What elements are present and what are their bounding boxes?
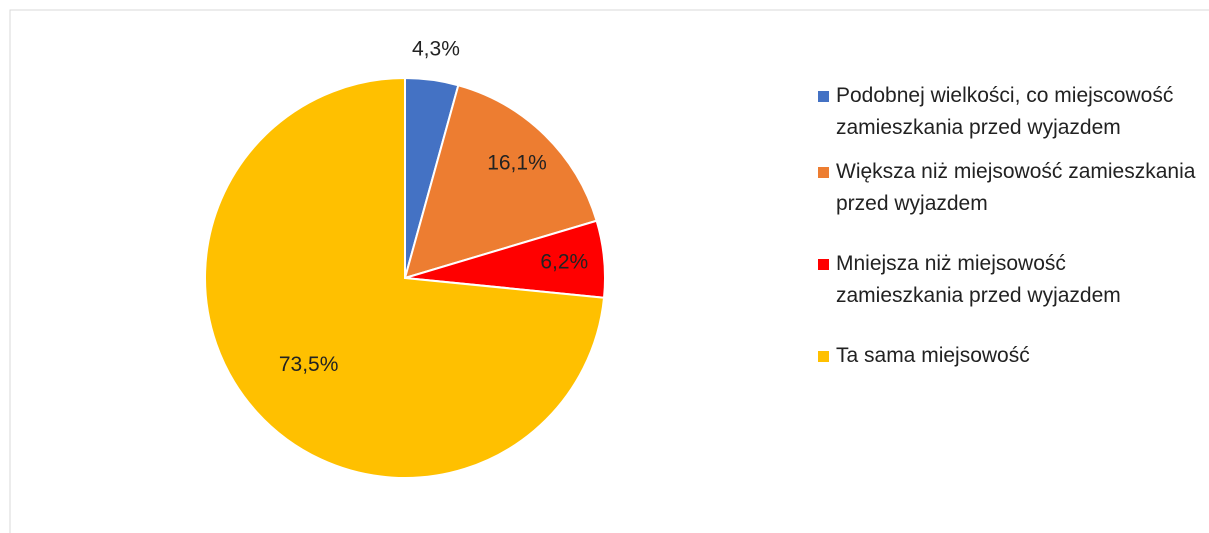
legend: Podobnej wielkości, co miejscowość zamie… [818,80,1198,372]
legend-swatch [818,351,829,362]
legend-item: Ta sama miejsowość [818,340,1198,372]
data-label: 6,2% [540,250,588,273]
frame [9,9,1209,533]
legend-label: Podobnej wielkości, co miejscowość zamie… [836,84,1174,139]
legend-label: Większa niż miejsowość zamieszkania prze… [836,160,1196,215]
legend-label: Mniejsza niż miejsowość zamieszkania prz… [836,252,1121,307]
data-label: 73,5% [279,353,339,376]
legend-label: Ta sama miejsowość [836,344,1030,367]
pie-slice [403,84,598,280]
pie-slice [204,76,606,479]
legend-item: Podobnej wielkości, co miejscowość zamie… [818,80,1198,144]
legend-item: Mniejsza niż miejsowość zamieszkania prz… [818,248,1198,312]
legend-swatch [818,167,829,178]
legend-swatch [818,91,829,102]
legend-swatch [818,259,829,270]
data-label: 16,1% [487,151,547,174]
legend-item: Większa niż miejsowość zamieszkania prze… [818,156,1198,220]
data-label: 4,3% [412,38,460,61]
